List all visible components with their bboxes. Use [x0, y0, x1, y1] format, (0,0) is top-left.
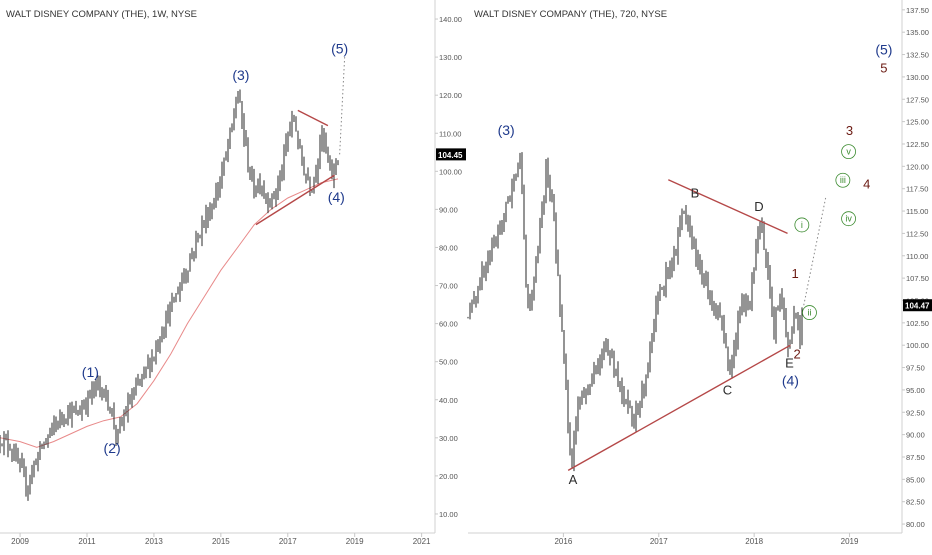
y-tick-label: 70.00	[439, 282, 458, 291]
y-tick-label: 50.00	[439, 358, 458, 367]
subwave-circle	[841, 211, 856, 227]
y-tick-label: 80.00	[906, 520, 925, 529]
corrective-wave-label: A	[569, 472, 578, 487]
primary-wave-label: (4)	[328, 189, 345, 205]
y-tick-label: 130.00	[439, 53, 462, 62]
chart-title: WALT DISNEY COMPANY (THE), 720, NYSE	[474, 9, 667, 20]
last-price-label: 104.47	[905, 302, 930, 311]
y-tick-label: 120.00	[439, 91, 462, 100]
trendline	[567, 344, 791, 472]
y-tick-label: 90.00	[906, 431, 925, 440]
last-price-label: 104.45	[438, 151, 463, 160]
y-tick-label: 92.50	[906, 408, 925, 417]
y-tick-label: 115.00	[906, 207, 928, 216]
y-tick-label: 100.00	[439, 167, 462, 176]
y-tick-label: 20.00	[439, 472, 458, 481]
y-tick-label: 110.00	[439, 129, 461, 138]
last-price-tag	[903, 299, 932, 312]
trendline	[297, 109, 329, 127]
corrective-wave-label: B	[691, 186, 700, 201]
x-tick-label: 2017	[279, 537, 297, 546]
y-tick-label: 100.00	[906, 341, 929, 350]
y-tick-label: 97.50	[906, 364, 925, 373]
y-tick-label: 130.00	[906, 73, 929, 82]
subwave-circle	[802, 305, 817, 320]
primary-wave-label: (3)	[232, 67, 249, 83]
y-tick-label: 137.50	[906, 6, 929, 15]
last-price-tag	[436, 148, 466, 161]
corrective-wave-label: D	[754, 199, 763, 214]
impulse-wave-label: 5	[880, 60, 887, 75]
y-tick-label: 82.50	[906, 498, 925, 507]
impulse-wave-label: 2	[793, 347, 800, 362]
y-tick-label: 140.00	[439, 15, 462, 24]
subwave-circle	[835, 172, 851, 188]
subwave-label: v	[846, 147, 851, 157]
y-tick-label: 30.00	[439, 434, 458, 443]
x-tick-label: 2017	[650, 537, 668, 546]
primary-wave-label: (5)	[875, 42, 892, 58]
x-tick-label: 2009	[11, 537, 29, 546]
left-chart-panel[interactable]: 10.00 20.00 30.00 40.00 50.00 60.00 70.00 80.00…	[0, 0, 466, 546]
trendline	[668, 179, 788, 235]
y-tick-label: 132.50	[906, 51, 929, 60]
impulse-wave-label: 4	[863, 177, 870, 192]
y-tick-label: 135.00	[906, 28, 929, 37]
subwave-label: iii	[840, 175, 846, 185]
y-tick-label: 125.00	[906, 118, 929, 127]
chart-title: WALT DISNEY COMPANY (THE), 1W, NYSE	[6, 9, 197, 20]
x-tick-label: 2021	[413, 537, 431, 546]
y-tick-label: 117.50	[906, 185, 928, 194]
y-tick-label: 120.00	[906, 162, 929, 171]
subwave-circle	[841, 144, 856, 160]
subwave-label: ii	[807, 308, 811, 318]
y-tick-label: 90.00	[439, 205, 458, 214]
x-tick-label: 2015	[212, 537, 230, 546]
x-tick-label: 2018	[745, 537, 763, 546]
impulse-wave-label: 1	[792, 266, 799, 281]
x-tick-label: 2019	[346, 537, 364, 546]
y-tick-label: 80.00	[439, 243, 458, 252]
x-tick-label: 2016	[554, 537, 572, 546]
subwave-circle	[794, 217, 810, 233]
primary-wave-label: (5)	[331, 40, 348, 56]
y-tick-label: 127.50	[906, 95, 929, 104]
y-tick-label: 122.50	[906, 140, 929, 149]
y-tick-label: 95.00	[906, 386, 925, 395]
right-chart-panel[interactable]: 80.00 82.50 85.00 87.50 90.00 92.50 95.00 97.50…	[467, 0, 932, 546]
y-tick-label: 10.00	[439, 510, 458, 519]
corrective-wave-label: E	[785, 356, 794, 371]
impulse-wave-label: 3	[846, 123, 853, 138]
y-tick-label: 112.50	[906, 229, 928, 238]
primary-wave-label: (4)	[782, 372, 799, 388]
primary-wave-label: (2)	[104, 440, 121, 456]
projection-line	[339, 57, 346, 155]
y-tick-label: 107.50	[906, 274, 929, 283]
y-tick-label: 85.00	[906, 475, 925, 484]
trendline	[255, 174, 335, 226]
y-tick-label: 60.00	[439, 320, 458, 329]
y-tick-label: 102.50	[906, 319, 929, 328]
moving-average-line	[0, 178, 339, 448]
x-tick-label: 2019	[841, 537, 859, 546]
y-tick-label: 110.00	[906, 252, 928, 261]
primary-wave-label: (3)	[498, 122, 515, 138]
primary-wave-label: (1)	[82, 364, 99, 380]
x-tick-label: 2013	[145, 537, 163, 546]
corrective-wave-label: C	[723, 382, 732, 397]
subwave-label: i	[801, 220, 803, 230]
y-tick-label: 40.00	[439, 396, 458, 405]
x-tick-label: 2011	[78, 537, 96, 546]
y-tick-label: 87.50	[906, 453, 925, 462]
subwave-label: iv	[845, 214, 852, 224]
projection-line	[803, 197, 827, 306]
